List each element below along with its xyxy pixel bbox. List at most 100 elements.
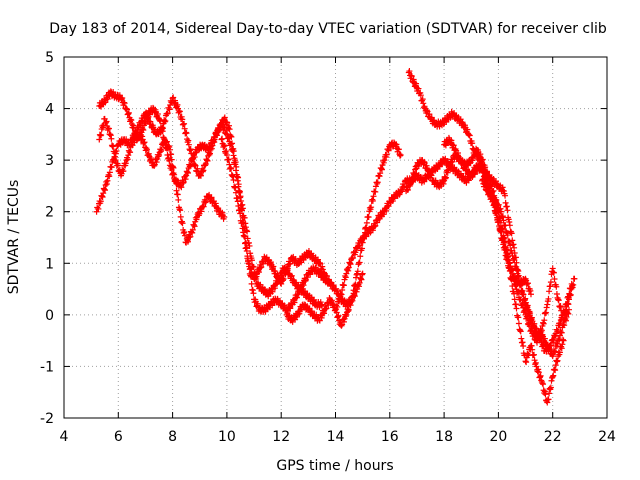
data-point xyxy=(176,108,183,115)
data-point xyxy=(178,184,185,191)
data-point xyxy=(380,159,387,166)
data-point xyxy=(145,113,152,120)
data-point xyxy=(141,139,148,146)
data-point xyxy=(546,390,553,397)
data-point xyxy=(222,130,229,137)
data-point xyxy=(164,110,171,117)
data-point xyxy=(389,198,396,205)
data-point xyxy=(499,237,506,244)
data-point xyxy=(213,132,220,139)
data-point xyxy=(278,280,285,287)
data-point xyxy=(490,187,497,194)
data-point xyxy=(96,136,103,143)
data-point xyxy=(106,173,113,180)
data-point xyxy=(376,173,383,180)
data-point xyxy=(491,201,498,208)
data-point xyxy=(499,184,506,191)
data-point xyxy=(352,249,359,256)
data-point xyxy=(103,181,110,188)
data-point xyxy=(558,329,565,336)
data-point xyxy=(359,270,366,277)
data-point xyxy=(157,148,164,155)
data-point xyxy=(345,264,352,271)
data-point xyxy=(517,327,524,334)
data-point xyxy=(522,358,529,365)
data-point xyxy=(148,155,155,162)
data-point xyxy=(377,170,384,177)
data-points xyxy=(93,68,578,406)
data-point xyxy=(100,190,107,197)
data-point xyxy=(505,216,512,223)
data-point xyxy=(223,127,230,134)
y-tick-label: -1 xyxy=(40,359,54,375)
data-point xyxy=(184,237,191,244)
data-point xyxy=(232,184,239,191)
data-point xyxy=(184,169,191,176)
data-point xyxy=(176,206,183,213)
data-point xyxy=(365,214,372,221)
data-point xyxy=(319,266,326,273)
data-point xyxy=(555,296,562,303)
data-point xyxy=(553,358,560,365)
data-point xyxy=(554,357,561,364)
data-point xyxy=(502,199,509,206)
data-point xyxy=(324,273,331,280)
data-point xyxy=(565,301,572,308)
data-point xyxy=(553,283,560,290)
data-point xyxy=(200,203,207,210)
data-point xyxy=(548,377,555,384)
data-point xyxy=(549,265,556,272)
data-point xyxy=(509,237,516,244)
data-point xyxy=(95,205,102,212)
data-point xyxy=(499,236,506,243)
data-point xyxy=(187,233,194,240)
data-point xyxy=(224,119,231,126)
data-point xyxy=(102,182,109,189)
data-point xyxy=(510,241,517,248)
data-point xyxy=(409,178,416,185)
data-point xyxy=(374,179,381,186)
data-point xyxy=(321,310,328,317)
data-point xyxy=(426,167,433,174)
data-point xyxy=(334,313,341,320)
data-point xyxy=(225,135,232,142)
data-point xyxy=(240,232,247,239)
y-tick-label: 5 xyxy=(45,50,54,66)
data-point xyxy=(288,273,295,280)
data-point xyxy=(397,151,404,158)
data-point xyxy=(559,341,566,348)
data-point xyxy=(417,92,424,99)
data-point xyxy=(228,165,235,172)
data-point xyxy=(563,306,570,313)
data-point xyxy=(328,298,335,305)
data-point xyxy=(121,99,128,106)
data-point xyxy=(248,264,255,271)
data-point xyxy=(163,138,170,145)
data-point xyxy=(479,157,486,164)
data-point xyxy=(239,214,246,221)
data-point xyxy=(562,309,569,316)
data-point xyxy=(502,192,509,199)
data-point xyxy=(296,310,303,317)
data-point xyxy=(225,156,232,163)
data-point xyxy=(237,210,244,217)
data-point xyxy=(143,146,150,153)
data-point xyxy=(551,275,558,282)
data-point xyxy=(186,163,193,170)
y-tick-label: 2 xyxy=(45,205,54,221)
y-axis-label: SDTVAR / TECUs xyxy=(6,180,22,295)
data-point xyxy=(99,194,106,201)
data-point xyxy=(496,223,503,230)
data-point xyxy=(218,136,225,143)
x-tick-label: 16 xyxy=(381,429,399,445)
data-point xyxy=(234,198,241,205)
data-point xyxy=(287,305,294,312)
data-point xyxy=(551,366,558,373)
data-point xyxy=(234,177,241,184)
data-point xyxy=(508,230,515,237)
data-point xyxy=(363,219,370,226)
data-point xyxy=(490,198,497,205)
data-point xyxy=(497,228,504,235)
data-point xyxy=(549,373,556,380)
data-point xyxy=(469,157,476,164)
